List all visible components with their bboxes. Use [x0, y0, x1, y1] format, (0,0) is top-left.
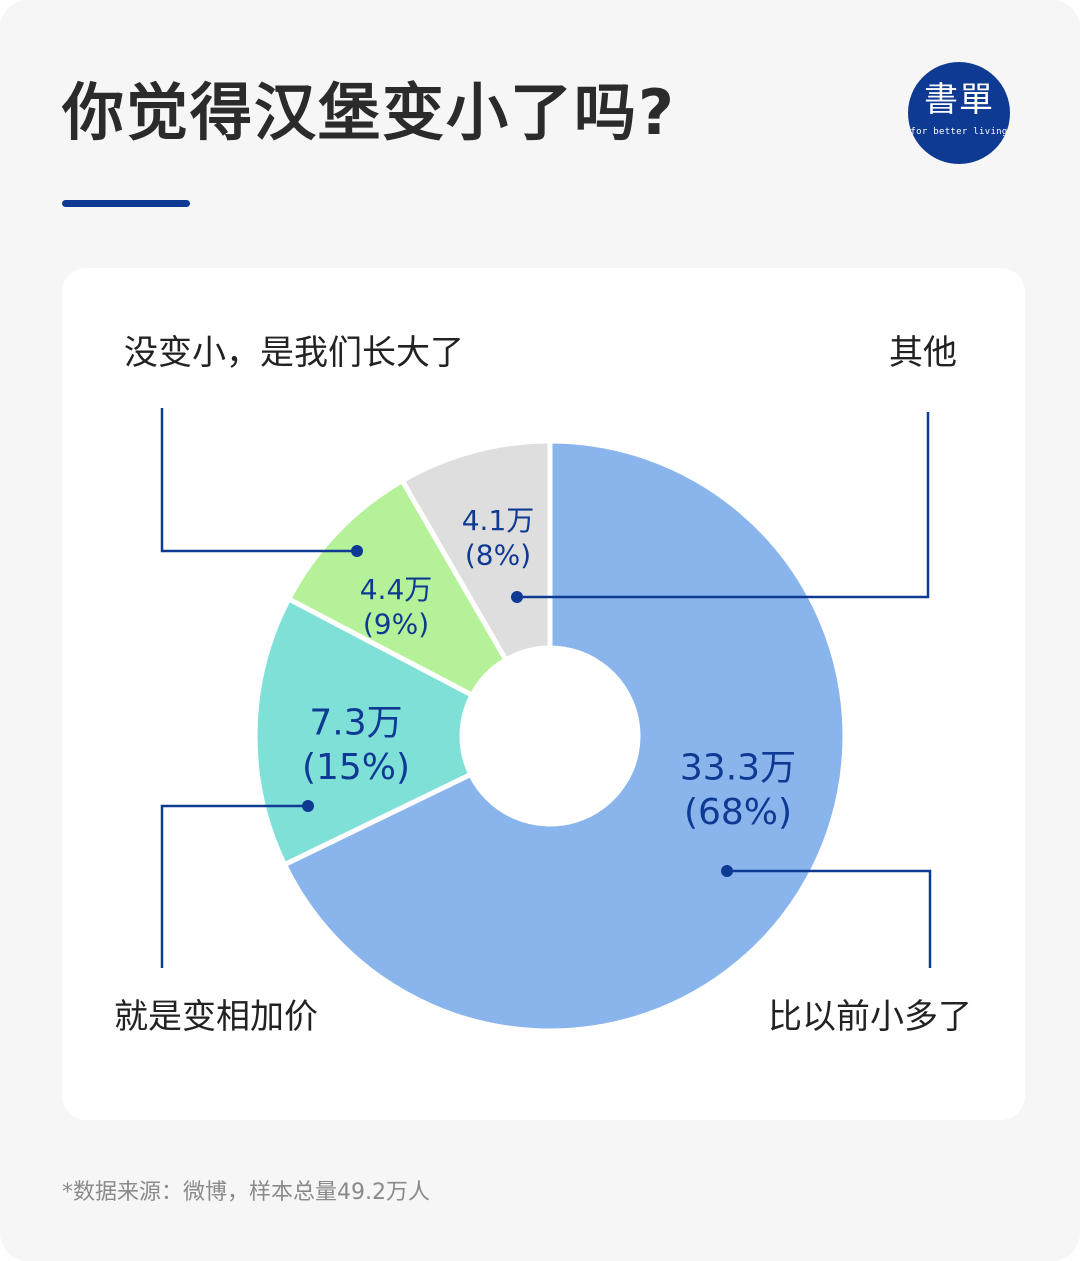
slice-percent-label-4: (8%): [465, 538, 531, 571]
leader-dot-3: [351, 545, 363, 557]
category-label-3: 没变小，是我们长大了: [124, 333, 464, 373]
title-underline: [62, 200, 190, 207]
brand-logo-tagline: for better living: [910, 127, 1008, 137]
slice-value-label-3: 4.4万: [360, 573, 433, 606]
chart-card: 比以前小多了 33.3万 (68%) 就是变相加价 7.3万 (15%) 没变小，是我们长大…: [62, 268, 1025, 1120]
leader-line-3: [160, 408, 357, 553]
pie-slice-3: [286, 478, 509, 698]
donut-chart: 比以前小多了 33.3万(68%) 就是变相加价 7.3万(15%) 没变小，是我们长大…: [114, 333, 972, 1037]
leader-line-2: [160, 804, 308, 968]
data-source-footnote: *数据来源：微博，样本总量49.2万人: [62, 1180, 430, 1205]
page-title: 你觉得汉堡变小了吗?: [62, 76, 676, 149]
category-label-1: 比以前小多了: [768, 997, 972, 1037]
slice-value-label-2: 7.3万: [309, 703, 402, 744]
leader-line-4: [517, 412, 930, 599]
leader-line-1: [727, 869, 932, 968]
category-label-2: 就是变相加价: [114, 997, 318, 1037]
leader-dot-2: [302, 800, 314, 812]
slice-value-label-1: 33.3万: [680, 748, 796, 789]
leader-dot-4: [511, 591, 523, 603]
pie-slice-2: [252, 596, 475, 868]
brand-logo: 書單 for better living: [908, 62, 1010, 164]
slice-value-label-4: 4.1万: [462, 504, 535, 537]
pie-slice-1: [282, 438, 848, 1034]
pie-slice-4: [399, 438, 553, 663]
leader-dot-1: [721, 865, 733, 877]
slice-percent-label-1: (68%): [684, 792, 792, 833]
slice-percent-label-3: (9%): [363, 607, 429, 640]
category-label-4: 其他: [889, 333, 957, 373]
brand-logo-text: 書單: [924, 80, 994, 120]
slice-percent-label-2: (15%): [302, 747, 410, 788]
